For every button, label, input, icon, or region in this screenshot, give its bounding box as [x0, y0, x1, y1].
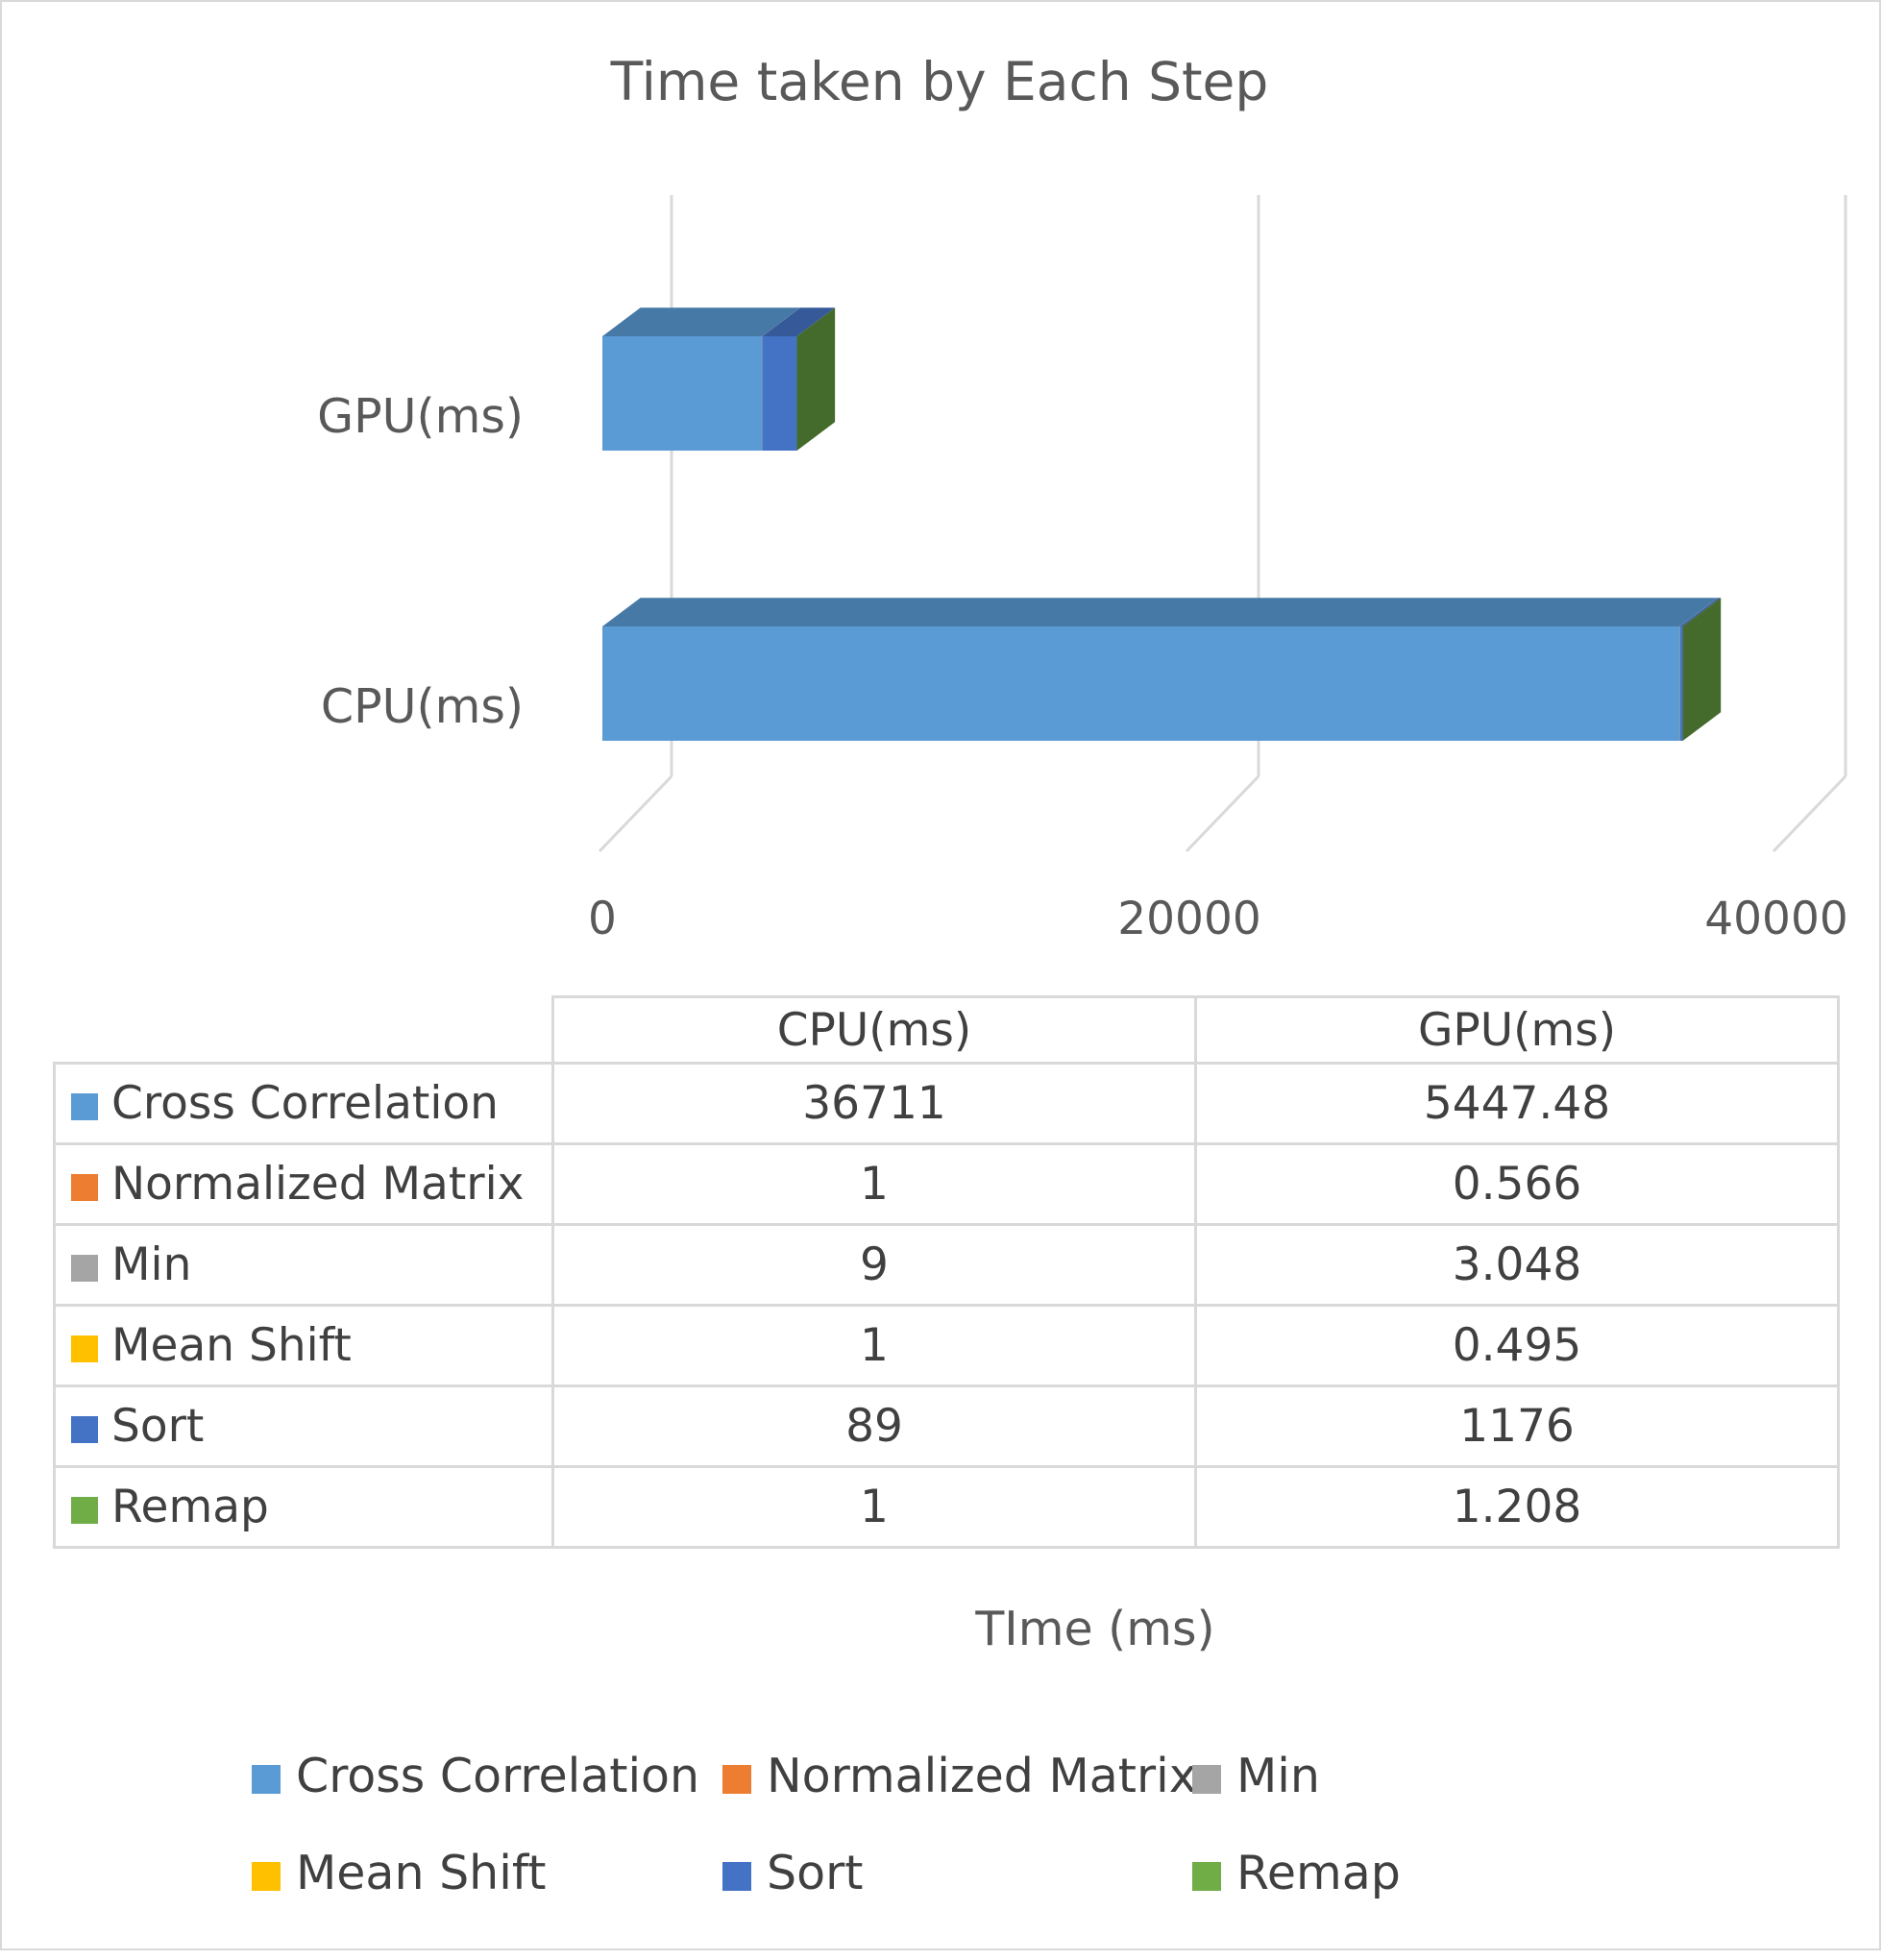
legend-item: Min — [1192, 1749, 1320, 1803]
table-row: Cross Correlation 36711 5447.48 — [53, 1062, 1840, 1145]
table-row: Normalized Matrix 1 0.566 — [53, 1142, 1840, 1226]
table-row-label: Cross Correlation — [111, 1077, 499, 1130]
bar-segment — [762, 336, 797, 451]
axis-labels: 0 20000 40000 CPU(ms) GPU(ms) — [317, 389, 1848, 945]
table-row: Min 9 3.048 — [53, 1223, 1840, 1307]
table-cell: 89 — [551, 1384, 1197, 1468]
floor-gridline — [598, 774, 673, 853]
x-tick-label: 40000 — [1704, 893, 1848, 945]
bar-top-face — [602, 307, 801, 336]
data-table: CPU(ms) GPU(ms) Cross Correlation 36711 … — [53, 995, 1840, 1549]
series-swatch — [71, 1093, 98, 1120]
legend-item: Sort — [722, 1846, 863, 1900]
legend-label: Sort — [767, 1846, 864, 1900]
legend-label: Cross Correlation — [296, 1749, 700, 1803]
legend-swatch — [1192, 1765, 1221, 1794]
legend-swatch — [722, 1862, 751, 1891]
table-row-label: Normalized Matrix — [111, 1158, 525, 1211]
bar-segment — [1679, 626, 1683, 741]
table-header-gpu: GPU(ms) — [1194, 995, 1840, 1065]
table-cell: 5447.48 — [1194, 1062, 1840, 1145]
table-row: Sort 89 1176 — [53, 1384, 1840, 1468]
legend-label: Remap — [1236, 1846, 1401, 1900]
table-cell: 1176 — [1194, 1384, 1840, 1468]
x-axis-title: TIme (ms) — [975, 1602, 1215, 1656]
bar-top-face — [762, 307, 836, 336]
bar-segment — [602, 336, 763, 451]
legend-label: Normalized Matrix — [767, 1749, 1197, 1803]
table-cell: 1 — [551, 1142, 1197, 1226]
legend-swatch — [1192, 1862, 1221, 1891]
bar-side-face — [1682, 598, 1722, 741]
legend-swatch — [722, 1765, 751, 1794]
y-category-label: CPU(ms) — [321, 679, 524, 734]
legend-item: Remap — [1192, 1846, 1401, 1900]
table-cell: 36711 — [551, 1062, 1197, 1145]
bar-segment — [1679, 626, 1681, 741]
x-tick-label: 0 — [588, 893, 617, 945]
series-swatch — [71, 1416, 98, 1443]
series-swatch — [71, 1335, 98, 1362]
table-cell: 3.048 — [1194, 1223, 1840, 1307]
table-row: Mean Shift 1 0.495 — [53, 1304, 1840, 1387]
series-swatch — [71, 1255, 98, 1282]
table-row-label: Sort — [111, 1400, 205, 1453]
floor-gridline — [1185, 774, 1260, 853]
bars — [602, 307, 1722, 741]
table-row-label: Min — [111, 1238, 192, 1291]
legend-label: Min — [1236, 1749, 1320, 1803]
floor-gridline — [1772, 774, 1847, 853]
gridlines — [598, 195, 1847, 853]
table-cell: 0.566 — [1194, 1142, 1840, 1226]
bar-top-face — [1679, 598, 1722, 626]
bar-side-face — [796, 307, 836, 451]
y-category-label: GPU(ms) — [317, 389, 524, 444]
bar-segment — [602, 626, 1680, 741]
bar-top-face — [762, 307, 801, 336]
table-cell: 1 — [551, 1465, 1197, 1549]
series-swatch — [71, 1174, 98, 1201]
legend: Cross Correlation Normalized Matrix Min … — [252, 1749, 1501, 1960]
chart-title: Time taken by Each Step — [610, 51, 1269, 112]
table-corner — [54, 996, 554, 1065]
legend-item: Mean Shift — [252, 1846, 546, 1900]
legend-item: Normalized Matrix — [722, 1749, 1197, 1803]
x-tick-label: 20000 — [1117, 893, 1261, 945]
legend-swatch — [252, 1862, 281, 1891]
table-cell: 9 — [551, 1223, 1197, 1307]
table-header-row: CPU(ms) GPU(ms) — [54, 995, 1840, 1065]
table-header-cpu: CPU(ms) — [551, 995, 1197, 1065]
bar-top-face — [1679, 598, 1719, 626]
legend-item: Cross Correlation — [252, 1749, 699, 1803]
legend-label: Mean Shift — [296, 1846, 547, 1900]
table-row-label: Mean Shift — [111, 1319, 352, 1372]
table-cell: 0.495 — [1194, 1304, 1840, 1387]
series-swatch — [71, 1497, 98, 1524]
table-cell: 1.208 — [1194, 1465, 1840, 1549]
table-cell: 1 — [551, 1304, 1197, 1387]
table-row: Remap 1 1.208 — [53, 1465, 1840, 1549]
legend-swatch — [252, 1765, 281, 1794]
bar-top-face — [602, 598, 1719, 626]
table-row-label: Remap — [111, 1481, 269, 1533]
